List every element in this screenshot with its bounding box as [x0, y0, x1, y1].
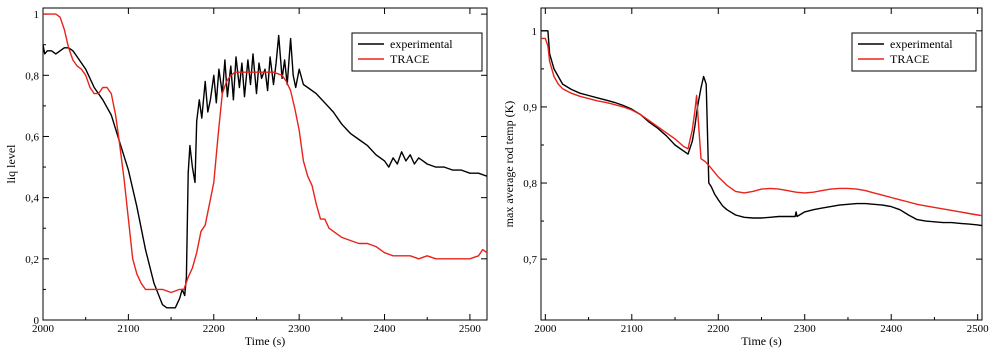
- x-axis-label: Time (s): [245, 334, 286, 348]
- series-line-experimental: [541, 30, 982, 227]
- x-tick-label: 2000: [534, 323, 557, 335]
- chart-1: 2000 2100 2200 2300 2400 2500 0 0,2 0,4 0,6 0,8 1 Ti…: [4, 7, 488, 348]
- y-axis-label: max average rod temp (K): [502, 101, 516, 228]
- x-tick-label: 2500: [967, 323, 990, 335]
- x-tick-label: 2200: [203, 323, 226, 335]
- y-tick-label: 0,2: [25, 254, 39, 266]
- y-tick-label: 0,7: [523, 254, 537, 266]
- chart-2: 2000 2100 2200 2300 2400 2500 0,7 0,8 0,9 1 Time (…: [502, 7, 990, 348]
- plot-frame: [42, 7, 488, 321]
- y-tick-label: 0: [34, 315, 40, 327]
- series-line-experimental: [43, 34, 487, 309]
- x-tick-label: 2300: [794, 323, 817, 335]
- series-line-trace: [541, 37, 982, 217]
- x-tick-label: 2400: [374, 323, 397, 335]
- legend-box: [351, 32, 483, 72]
- x-tick-label: 2000: [32, 323, 55, 335]
- y-tick-label: 0,6: [25, 131, 39, 143]
- y-tick-label: 0,9: [523, 102, 537, 114]
- x-tick-label: 2400: [880, 323, 903, 335]
- y-tick-label: 1: [34, 9, 40, 21]
- x-tick-label: 2300: [288, 323, 311, 335]
- y-tick-label: 0,8: [523, 178, 537, 190]
- x-tick-label: 2500: [459, 323, 482, 335]
- y-tick-label: 0,8: [25, 70, 39, 82]
- legend-box: [851, 32, 977, 72]
- x-tick-label: 2100: [621, 323, 644, 335]
- legend-label: experimental: [890, 37, 953, 51]
- x-tick-label: 2100: [117, 323, 140, 335]
- legend-label: experimental: [390, 37, 453, 51]
- series-line-trace: [43, 13, 487, 294]
- y-axis-label: liq level: [4, 144, 18, 184]
- y-tick-label: 1: [532, 26, 538, 38]
- legend-label: TRACE: [390, 52, 429, 66]
- x-axis-label: Time (s): [741, 334, 782, 348]
- x-tick-label: 2200: [707, 323, 730, 335]
- y-tick-label: 0,4: [25, 193, 39, 205]
- legend-label: TRACE: [890, 52, 929, 66]
